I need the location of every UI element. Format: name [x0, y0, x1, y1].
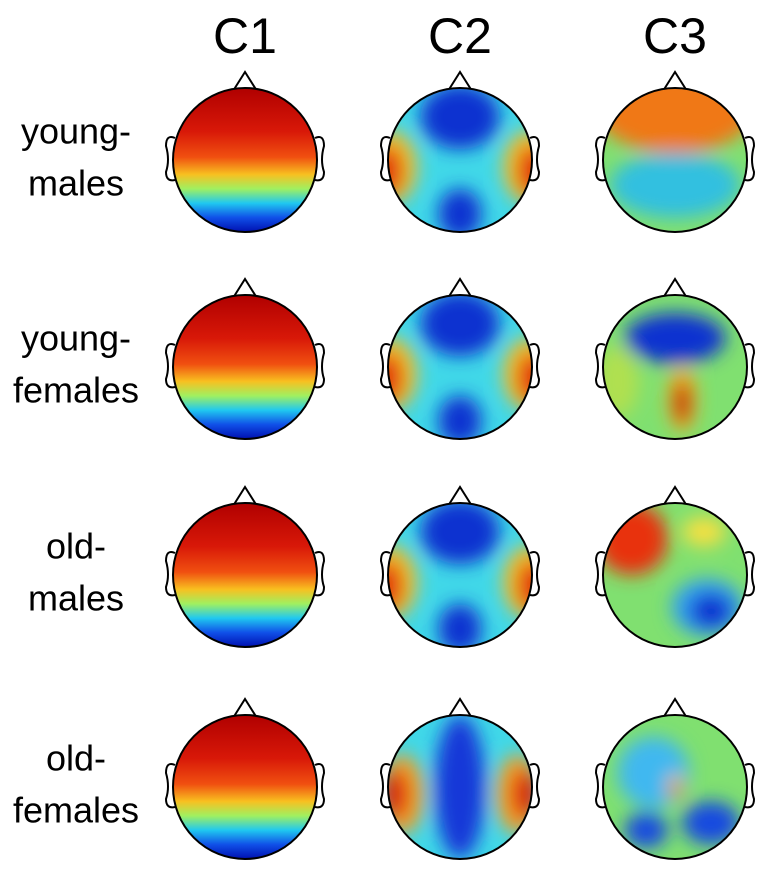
map-fill: [173, 715, 317, 859]
nose: [447, 697, 473, 719]
topomap: [379, 277, 541, 440]
nose: [232, 277, 258, 299]
map-base: [173, 503, 317, 647]
nose: [447, 485, 473, 507]
row-label: old-: [46, 738, 106, 779]
blob: [624, 313, 726, 364]
head-outline: [172, 502, 318, 648]
blob: [420, 88, 500, 150]
map-fill: [388, 295, 532, 439]
row-label: females: [13, 370, 139, 411]
map-fill: [173, 88, 317, 232]
head-outline: [387, 87, 533, 233]
topomap: [164, 485, 326, 648]
blob: [689, 593, 733, 629]
blob: [420, 295, 500, 357]
column-header: C3: [643, 8, 707, 64]
head-outline: [172, 714, 318, 860]
map-blobs: [603, 88, 747, 218]
row-label: young-: [21, 111, 131, 152]
head-outline: [602, 502, 748, 648]
topomap: [379, 70, 541, 233]
blob: [603, 503, 668, 575]
blob: [603, 88, 747, 153]
column-header: C2: [428, 8, 492, 64]
topomap: [594, 277, 756, 440]
topomap: [594, 70, 756, 233]
map-blobs: [388, 503, 532, 647]
blob: [624, 812, 668, 849]
map-base: [173, 715, 317, 859]
map-fill: [603, 503, 747, 647]
row-label: males: [28, 578, 124, 619]
map-fill: [388, 88, 532, 232]
nose: [662, 277, 688, 299]
map-fill: [603, 88, 747, 232]
map-fill: [388, 503, 532, 647]
head-outline: [172, 87, 318, 233]
head-outline: [172, 294, 318, 440]
blob: [438, 395, 482, 439]
nose: [232, 697, 258, 719]
row-label: females: [13, 790, 139, 831]
row-label: young-: [21, 318, 131, 359]
nose: [662, 485, 688, 507]
topomap: [379, 697, 541, 860]
topomap: [379, 485, 541, 648]
blob: [438, 188, 482, 232]
topomap: [164, 277, 326, 440]
nose: [662, 70, 688, 92]
nose: [447, 70, 473, 92]
map-fill: [173, 295, 317, 439]
blob: [420, 503, 500, 565]
map-blobs: [617, 736, 740, 849]
nose: [232, 485, 258, 507]
topomap: [164, 70, 326, 233]
blob: [434, 715, 486, 859]
blob: [682, 517, 726, 547]
head-outline: [602, 714, 748, 860]
topomap: [594, 697, 756, 860]
nose: [447, 277, 473, 299]
map-fill: [388, 715, 532, 859]
blob: [673, 381, 691, 425]
nose: [662, 697, 688, 719]
head-outline: [387, 294, 533, 440]
head-outline: [602, 294, 748, 440]
column-header: C1: [213, 8, 277, 64]
head-outline: [602, 87, 748, 233]
head-outline: [387, 502, 533, 648]
topomap: [594, 485, 756, 648]
map-base: [173, 88, 317, 232]
row-label: old-: [46, 526, 106, 567]
topomap: [164, 697, 326, 860]
blob: [670, 784, 680, 797]
map-blobs: [388, 715, 532, 859]
map-fill: [173, 503, 317, 647]
head-outline: [387, 714, 533, 860]
map-blobs: [603, 503, 744, 637]
blob: [682, 801, 740, 845]
map-blobs: [388, 88, 532, 232]
blob: [610, 152, 740, 218]
map-base: [173, 295, 317, 439]
map-fill: [603, 715, 747, 859]
blob: [438, 603, 482, 647]
map-fill: [603, 295, 747, 439]
row-label: males: [28, 163, 124, 204]
nose: [232, 70, 258, 92]
